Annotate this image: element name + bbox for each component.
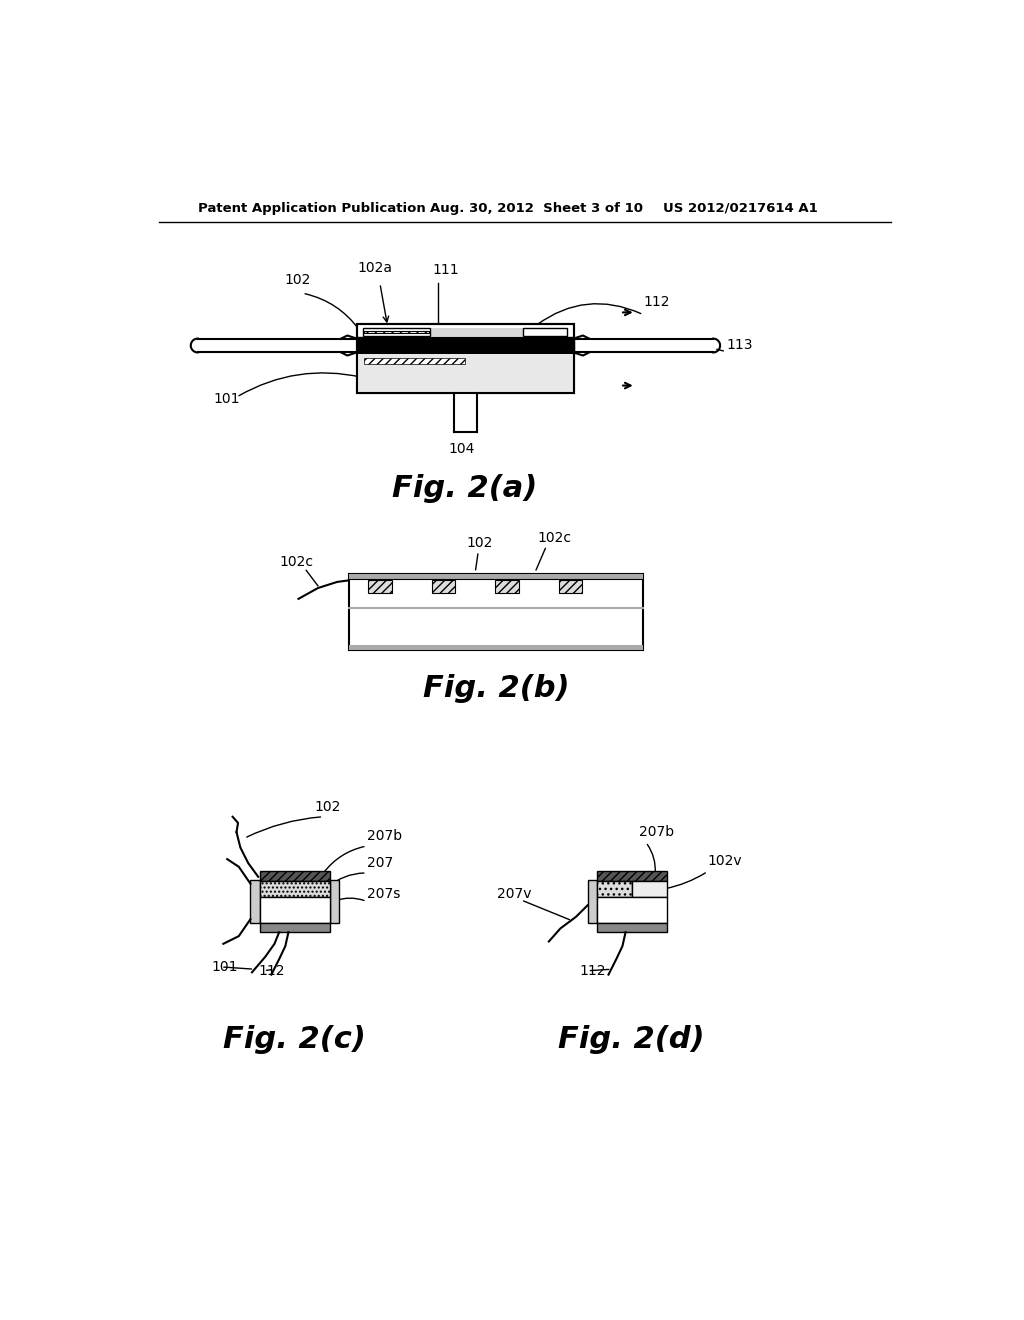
Bar xyxy=(356,323,573,393)
Text: 102: 102 xyxy=(285,273,311,286)
Bar xyxy=(362,327,430,337)
Text: 207b: 207b xyxy=(640,825,675,840)
Bar xyxy=(349,574,643,578)
Bar xyxy=(260,923,330,932)
Text: 101: 101 xyxy=(213,392,240,407)
Text: Aug. 30, 2012  Sheet 3 of 10: Aug. 30, 2012 Sheet 3 of 10 xyxy=(430,202,643,215)
Text: 112: 112 xyxy=(258,964,285,978)
Bar xyxy=(260,882,330,896)
Bar xyxy=(349,574,643,649)
Bar xyxy=(632,882,667,896)
Bar xyxy=(559,581,583,593)
Bar xyxy=(496,581,518,593)
Text: 207b: 207b xyxy=(367,829,401,843)
Bar xyxy=(432,581,455,593)
Text: US 2012/0217614 A1: US 2012/0217614 A1 xyxy=(663,202,817,215)
Bar xyxy=(597,896,667,923)
Text: 102c: 102c xyxy=(280,556,313,569)
Text: Fig. 2(b): Fig. 2(b) xyxy=(423,675,569,704)
Text: Fig. 2(c): Fig. 2(c) xyxy=(223,1024,366,1053)
Bar xyxy=(365,358,465,364)
Bar xyxy=(597,923,667,932)
Text: 102: 102 xyxy=(467,536,493,550)
Text: 207: 207 xyxy=(367,855,393,870)
Text: Patent Application Publication: Patent Application Publication xyxy=(198,202,426,215)
Text: 102v: 102v xyxy=(708,854,742,869)
Bar xyxy=(365,331,429,333)
Bar xyxy=(597,871,667,882)
Text: 112: 112 xyxy=(580,964,606,978)
Bar xyxy=(260,871,330,882)
Text: 102c: 102c xyxy=(538,531,571,545)
Text: 112: 112 xyxy=(643,296,670,309)
Text: Fig. 2(a): Fig. 2(a) xyxy=(392,474,538,503)
Text: 102: 102 xyxy=(314,800,340,813)
Text: 104: 104 xyxy=(449,441,474,455)
Text: 101: 101 xyxy=(212,960,239,974)
Bar xyxy=(349,645,643,649)
Bar xyxy=(430,327,523,337)
Bar xyxy=(369,581,391,593)
Bar xyxy=(588,880,597,923)
Bar xyxy=(356,323,573,393)
Text: 207v: 207v xyxy=(497,887,531,900)
Text: Fig. 2(d): Fig. 2(d) xyxy=(558,1024,706,1053)
Text: 102a: 102a xyxy=(357,261,392,276)
Bar xyxy=(597,882,632,896)
Bar xyxy=(251,880,260,923)
Bar xyxy=(330,880,339,923)
Text: 207s: 207s xyxy=(367,887,400,900)
Text: 111: 111 xyxy=(432,263,459,277)
Bar xyxy=(260,896,330,923)
Bar xyxy=(523,327,567,337)
Text: 113: 113 xyxy=(726,338,753,352)
Bar xyxy=(356,354,573,393)
